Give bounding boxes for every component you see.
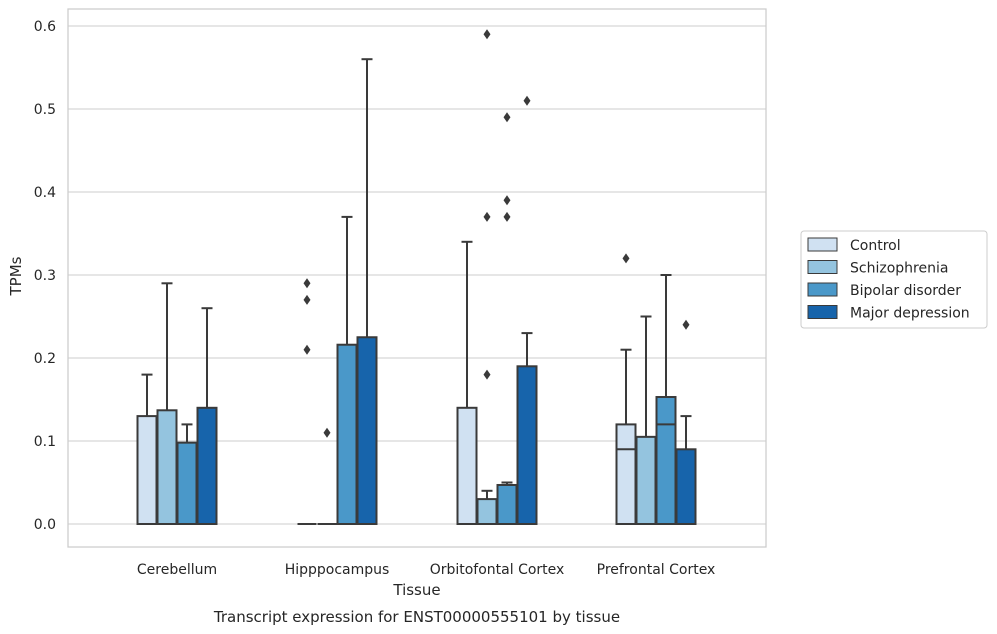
x-axis-label: Tissue: [392, 581, 440, 599]
y-gridlines: [68, 25, 766, 525]
outlier-point: [303, 278, 311, 289]
box-body: [196, 406, 218, 525]
x-tick-labels: Cerebellum Hipppocampus Orbitofontal Corte…: [137, 562, 715, 578]
x-tick-label: Orbitofontal Cortex: [430, 562, 565, 578]
box-bipolar-disorder: [655, 274, 677, 526]
box-body: [336, 343, 358, 525]
box-major-depression: [356, 58, 378, 525]
legend-label: Control: [850, 238, 901, 254]
box-body: [675, 448, 697, 525]
outlier-point: [323, 427, 331, 438]
legend-frame: [800, 230, 988, 329]
outlier-point: [682, 319, 690, 330]
y-tick-label: 0.2: [34, 351, 56, 367]
outlier-point: [483, 211, 491, 222]
legend-swatch: [807, 305, 838, 319]
outlier-point: [503, 195, 511, 206]
outlier-point: [483, 369, 491, 380]
box-major-depression: [516, 95, 538, 525]
y-tick-label: 0.0: [34, 517, 56, 533]
box-body: [356, 336, 378, 525]
box-body: [635, 435, 657, 526]
plot-area-frame: [67, 8, 767, 548]
box-schizophrenia: [317, 427, 337, 525]
boxplot-boxes: [136, 29, 697, 526]
y-axis-label: TPMs: [7, 256, 25, 296]
legend-label: Schizophrenia: [850, 261, 948, 277]
outlier-point: [483, 29, 491, 40]
box-body: [615, 423, 637, 525]
legend-swatch: [807, 282, 838, 297]
box-body: [655, 396, 677, 526]
y-tick-label: 0.3: [34, 268, 56, 284]
outlier-point: [622, 253, 630, 264]
box-body: [456, 406, 478, 525]
box-bipolar-disorder: [176, 423, 198, 525]
box-body: [476, 498, 498, 526]
box-control: [297, 278, 317, 525]
box-schizophrenia: [156, 282, 178, 526]
outlier-point: [503, 211, 511, 222]
box-schizophrenia: [635, 315, 657, 526]
legend-swatch: [807, 237, 838, 252]
box-body: [516, 365, 538, 525]
chart-caption: Transcript expression for ENST0000055510…: [213, 608, 620, 626]
outlier-point: [523, 95, 531, 106]
box-control: [456, 240, 478, 525]
y-tick-label: 0.6: [34, 19, 56, 35]
outlier-point: [503, 112, 511, 123]
box-control: [615, 253, 637, 525]
outlier-point: [303, 344, 311, 355]
x-tick-label: Cerebellum: [137, 562, 217, 578]
y-tick-label: 0.5: [34, 102, 56, 118]
outlier-point: [303, 294, 311, 305]
y-tick-labels: 0.0 0.1 0.2 0.3 0.4 0.5 0.6: [34, 19, 56, 533]
box-body: [496, 483, 518, 525]
box-schizophrenia: [476, 29, 498, 526]
legend-label: Bipolar disorder: [850, 283, 961, 299]
box-body: [176, 441, 198, 525]
legend-swatch: [807, 260, 838, 274]
box-bipolar-disorder: [496, 112, 518, 525]
box-bipolar-disorder: [336, 215, 358, 525]
box-control: [136, 373, 158, 526]
y-tick-label: 0.1: [34, 434, 56, 450]
legend-label: Major depression: [850, 306, 970, 322]
x-tick-label: Prefrontal Cortex: [597, 562, 716, 578]
box-major-depression: [196, 307, 218, 525]
x-tick-label: Hipppocampus: [285, 562, 390, 578]
box-body: [156, 409, 178, 526]
box-major-depression: [675, 319, 697, 525]
box-body: [136, 415, 158, 526]
y-tick-label: 0.4: [34, 185, 56, 201]
legend: Control Schizophrenia Bipolar disorder Majo…: [800, 230, 988, 329]
